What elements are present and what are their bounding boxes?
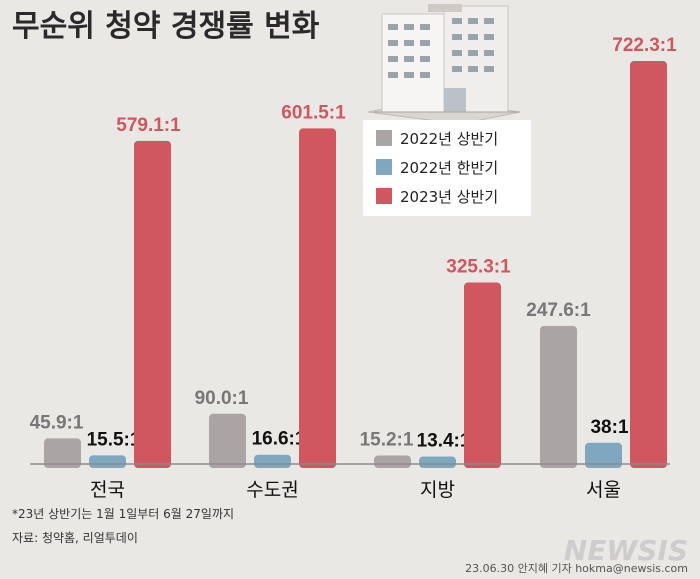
bar-1-1 — [254, 454, 291, 468]
category-labels: 전국 수도권 지방 서울 — [90, 479, 621, 501]
bar-label-3-0: 247.6:1 — [526, 300, 591, 321]
bar-2-0 — [374, 455, 411, 468]
source-note: 자료: 청약홈, 리얼투데이 — [12, 530, 138, 545]
bar-series-group: 45.9:115.5:1 579.1:1 90.0:116.6:1 601.5:1 15… — [30, 35, 677, 469]
bar-1-2 — [299, 128, 336, 468]
category-label-0: 전국 — [90, 479, 125, 501]
bar-3-2 — [630, 61, 667, 469]
bar-0-2 — [134, 140, 171, 468]
bar-0-0 — [44, 438, 81, 468]
credit-line: 23.06.30 안지혜 기자 hokma@newsis.com — [465, 562, 688, 575]
category-label-3: 서울 — [586, 479, 621, 501]
newsis-logo: NEWSIS — [564, 534, 688, 567]
legend-label-0: 2022년 상반기 — [400, 130, 498, 148]
bar-2-1 — [419, 456, 456, 468]
chart-title: 무순위 청약 경쟁률 변화 — [12, 9, 320, 44]
bar-label-0-1: 15.5:1 — [87, 429, 141, 450]
bar-label-1-2: 601.5:1 — [281, 102, 346, 123]
category-label-1: 수도권 — [246, 479, 298, 501]
legend-swatch-2 — [376, 188, 392, 204]
footnote: *23년 상반기는 1월 1일부터 6월 27일까지 — [12, 507, 234, 521]
bar-2-2 — [464, 282, 501, 468]
bar-label-3-2: 722.3:1 — [612, 35, 677, 56]
legend: 2022년 상반기 2022년 한반기 2023년 상반기 — [363, 120, 531, 216]
bar-label-2-1: 13.4:1 — [417, 431, 471, 452]
bar-label-3-1: 38:1 — [590, 417, 628, 438]
bar-3-0 — [540, 325, 577, 468]
legend-label-2: 2023년 상반기 — [400, 188, 498, 206]
bar-label-1-0: 90.0:1 — [195, 388, 249, 409]
category-label-2: 지방 — [420, 479, 455, 501]
bar-1-0 — [209, 413, 246, 468]
bar-label-2-0: 15.2:1 — [360, 430, 414, 451]
legend-label-1: 2022년 한반기 — [400, 159, 498, 177]
legend-swatch-1 — [376, 159, 392, 175]
bar-3-1 — [585, 442, 622, 468]
bar-label-1-1: 16.6:1 — [252, 429, 306, 450]
bar-label-2-2: 325.3:1 — [446, 257, 511, 278]
legend-swatch-0 — [376, 130, 392, 146]
bar-label-0-2: 579.1:1 — [116, 115, 181, 136]
building-illustration-icon — [367, 4, 521, 125]
bar-0-1 — [89, 455, 126, 468]
bar-label-0-0: 45.9:1 — [30, 412, 84, 433]
